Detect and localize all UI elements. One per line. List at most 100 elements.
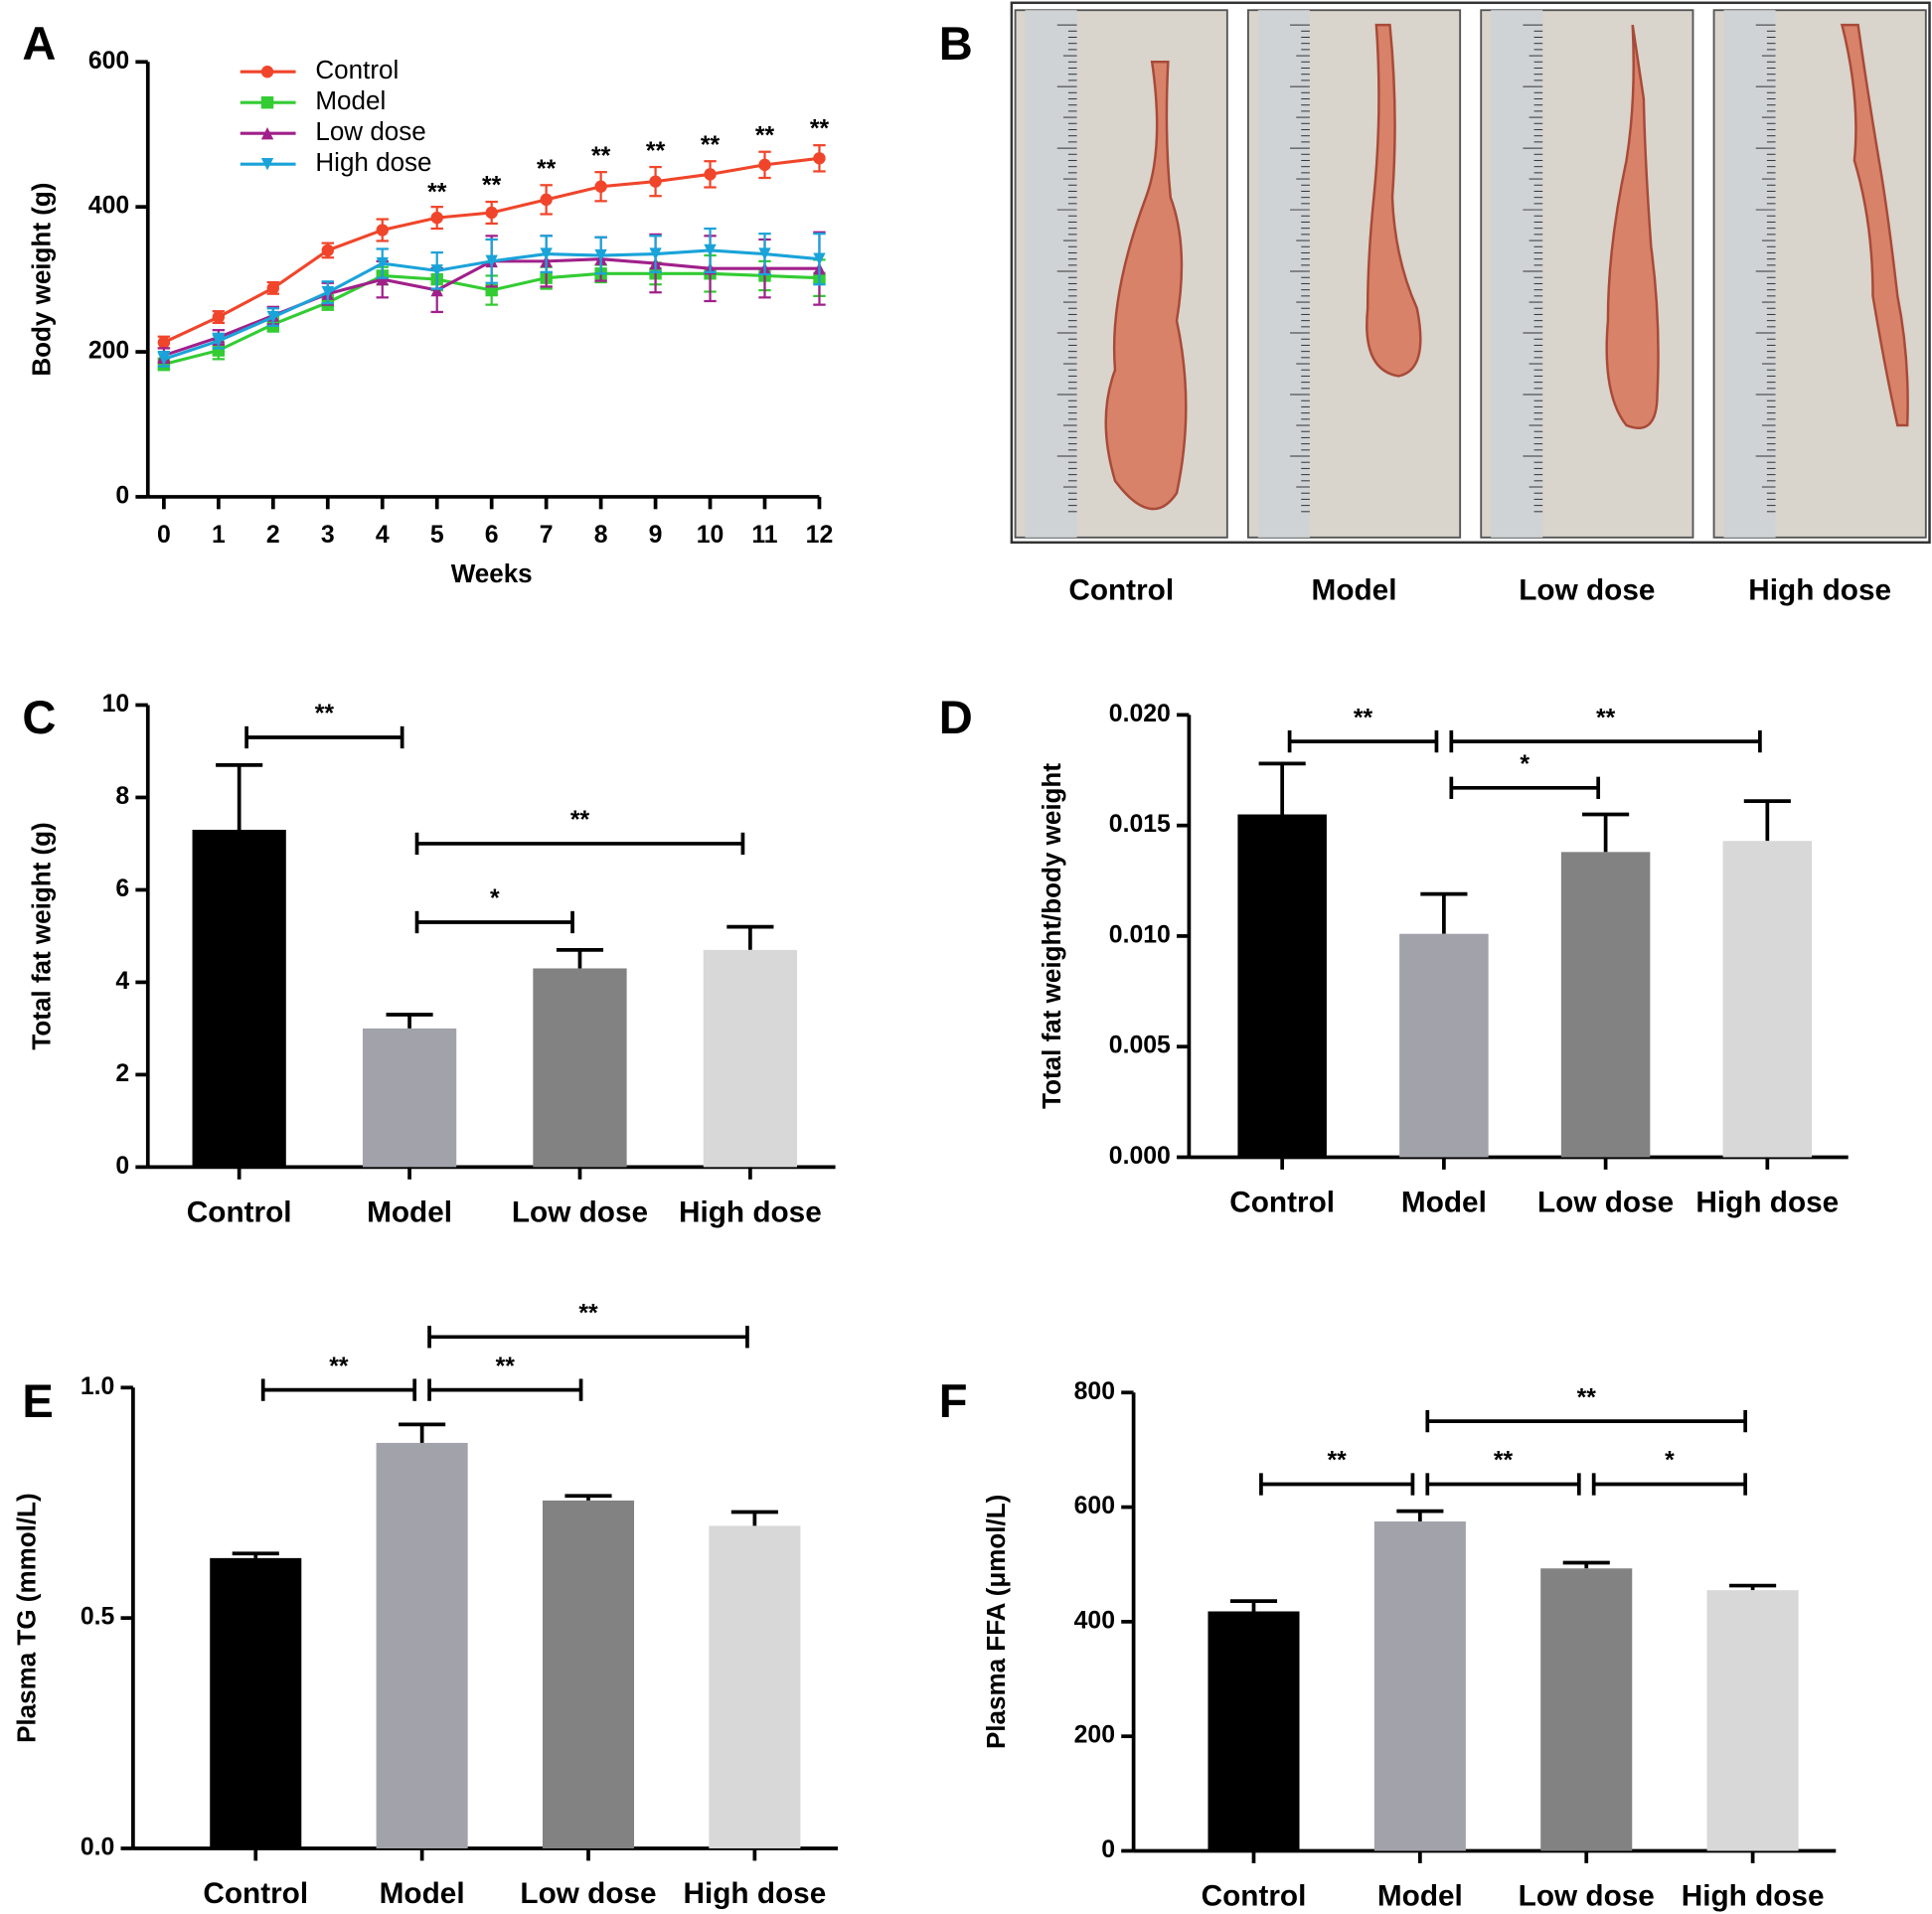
bar (1722, 841, 1813, 1158)
x-tick-label: Model (1401, 1186, 1487, 1218)
bar (1373, 1520, 1466, 1851)
photo-panel: B Control Model Low dose High dose (939, 1, 1931, 606)
x-tick-label: Control (187, 1196, 292, 1228)
significance: ** (1596, 705, 1616, 731)
point (813, 152, 826, 165)
legend-marker (260, 96, 274, 109)
y-axis-label: Body weight (g) (26, 183, 56, 377)
x-tick-label: High dose (679, 1196, 822, 1228)
x-tick-label: High dose (1695, 1186, 1839, 1218)
x-tick-label: Low dose (520, 1877, 656, 1910)
panel-label: F (939, 1374, 968, 1427)
bar (709, 1525, 801, 1848)
point (758, 247, 771, 260)
x-tick-label: 5 (430, 522, 444, 549)
y-tick-label: 200 (1074, 1722, 1115, 1749)
y-axis-label: Plasma TG (mmol/L) (11, 1493, 41, 1743)
bar (1706, 1590, 1799, 1851)
x-tick-label: 7 (540, 522, 554, 549)
x-tick-label: 2 (266, 522, 280, 549)
significance: ** (482, 172, 502, 199)
significance: ** (578, 1301, 598, 1328)
x-tick-label: 4 (376, 522, 390, 549)
y-tick-label: 400 (88, 193, 129, 220)
x-tick-label: 11 (751, 522, 777, 549)
bar (533, 968, 627, 1168)
point (704, 243, 717, 257)
x-tick-label: Low dose (512, 1196, 648, 1228)
x-tick-label: Control (1229, 1186, 1335, 1218)
ruler (1723, 10, 1776, 538)
tissue (1840, 23, 1909, 427)
y-tick-label: 2 (115, 1060, 129, 1087)
y-tick-label: 200 (88, 338, 129, 365)
y-tick-label: 0 (115, 482, 129, 509)
bar (210, 1557, 302, 1848)
photo-caption: Model (1312, 573, 1397, 606)
x-tick-label: Low dose (1519, 1879, 1655, 1912)
x-tick-label: Control (1202, 1879, 1307, 1912)
point (594, 248, 607, 262)
legend-label: Control (315, 55, 399, 84)
y-axis-label: Total fat weight/body weight (1037, 763, 1066, 1109)
point (540, 193, 553, 207)
bar (376, 1442, 468, 1848)
photo-caption: High dose (1748, 573, 1891, 606)
significance: * (1520, 751, 1530, 778)
point (430, 264, 443, 277)
point (266, 310, 280, 324)
legend-marker (260, 66, 274, 79)
point (649, 247, 662, 260)
point (266, 281, 280, 295)
tissue (1366, 23, 1422, 378)
significance: ** (329, 1354, 349, 1380)
y-tick-label: 0.0 (80, 1834, 114, 1861)
point (212, 334, 226, 348)
legend-marker (260, 126, 274, 140)
point (485, 206, 498, 220)
y-tick-label: 0.005 (1109, 1033, 1171, 1059)
photo-caption: Low dose (1519, 573, 1655, 606)
ruler (1025, 10, 1077, 538)
y-tick-label: 0.000 (1109, 1143, 1171, 1170)
x-tick-label: Control (203, 1877, 308, 1910)
panel-label: E (22, 1374, 53, 1427)
bar (192, 829, 286, 1168)
tissue (1605, 24, 1660, 430)
y-tick-label: 400 (1074, 1607, 1115, 1634)
x-tick-label: 1 (212, 522, 226, 549)
bar (1208, 1611, 1300, 1851)
bar (362, 1028, 457, 1168)
x-tick-label: Model (380, 1877, 465, 1910)
x-tick-label: Model (367, 1196, 452, 1228)
x-tick-label: High dose (683, 1877, 826, 1910)
legend-label: Model (315, 85, 386, 115)
x-axis-label: Weeks (451, 558, 533, 588)
x-tick-label: 8 (594, 522, 608, 549)
x-tick-label: 12 (806, 522, 834, 549)
point (758, 158, 771, 172)
significance: ** (427, 180, 447, 207)
point (704, 168, 717, 181)
bar (1237, 814, 1327, 1158)
significance: ** (315, 701, 335, 727)
point (485, 254, 498, 268)
bar (542, 1500, 635, 1848)
y-tick-label: 600 (1074, 1493, 1115, 1519)
panel-label: D (939, 691, 973, 743)
y-tick-label: 0.015 (1109, 811, 1171, 838)
panel-label: A (22, 17, 56, 70)
significance: ** (1494, 1448, 1514, 1475)
y-tick-label: 0.5 (80, 1604, 115, 1631)
x-tick-label: Low dose (1537, 1186, 1674, 1218)
legend-marker (260, 157, 274, 171)
point (540, 247, 553, 260)
point (430, 211, 443, 225)
significance: ** (570, 807, 590, 834)
bar (1399, 933, 1489, 1158)
significance: ** (755, 123, 775, 150)
bar (1540, 1568, 1633, 1851)
significance: ** (701, 132, 721, 159)
significance: ** (1328, 1448, 1348, 1475)
point (321, 286, 334, 299)
